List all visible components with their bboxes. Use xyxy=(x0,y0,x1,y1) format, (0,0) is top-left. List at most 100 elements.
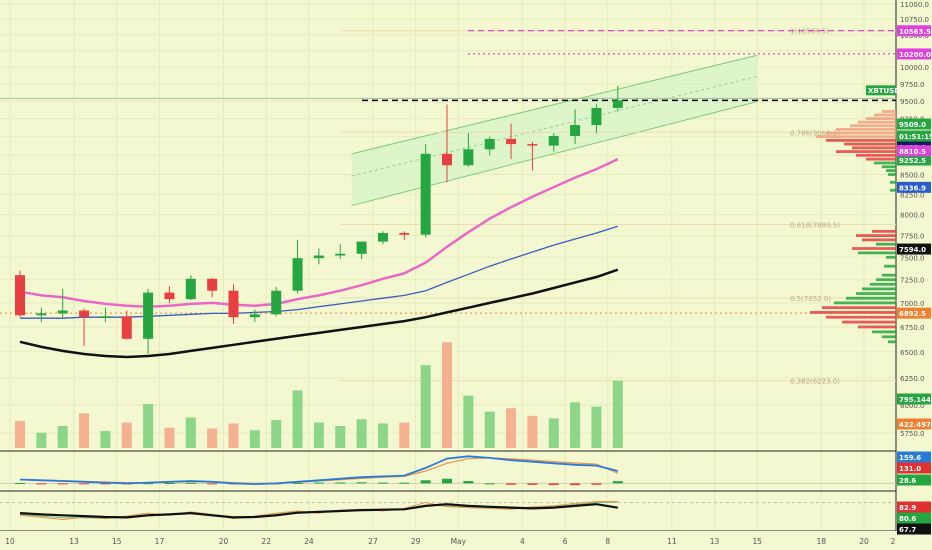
oscillator-2 xyxy=(0,500,896,521)
candle-body xyxy=(527,144,538,146)
symbol-badge-bg xyxy=(866,85,896,96)
price-badges: XBTUSD10563.510200.09509.001:51:159481.0… xyxy=(866,25,932,535)
price-tick: 5750.0 xyxy=(900,430,925,438)
profile-bar xyxy=(842,320,896,324)
candle-body xyxy=(79,310,90,318)
profile-bar xyxy=(856,153,896,157)
candle-body xyxy=(121,316,132,339)
price-tick: 11000.0 xyxy=(900,1,929,9)
candle-body xyxy=(420,153,431,235)
volume-bar xyxy=(463,395,474,448)
volume-bar xyxy=(506,408,517,448)
profile-bar xyxy=(852,247,896,250)
osc1-hist xyxy=(36,483,47,485)
osc1-hist xyxy=(570,483,581,486)
osc1-hist xyxy=(527,483,538,485)
osc1-hist xyxy=(207,483,218,485)
time-tick: 15 xyxy=(112,537,122,546)
price-badge: 9252.5 xyxy=(899,157,926,165)
price-badge: 01:51:15 xyxy=(899,133,932,141)
profile-bar xyxy=(856,234,896,237)
osc1-hist xyxy=(100,483,111,485)
volume-bar xyxy=(335,426,346,448)
osc2-badge-bg xyxy=(897,523,931,535)
osc1-badge: 159.6 xyxy=(899,454,921,462)
profile-bar xyxy=(858,120,896,124)
profile-bar xyxy=(890,188,896,192)
candle-body xyxy=(271,290,282,315)
profile-bar xyxy=(874,113,896,117)
profile-bar xyxy=(890,180,896,184)
candle-body xyxy=(377,233,388,242)
time-tick: 20 xyxy=(219,537,229,546)
price-tick: 6250.0 xyxy=(900,375,925,383)
volume-bar xyxy=(143,404,154,448)
volume-bar xyxy=(249,430,260,448)
candle-body xyxy=(548,135,559,146)
price-tick: 7750.0 xyxy=(900,233,925,241)
profile-bar xyxy=(826,315,896,319)
volume-bar xyxy=(548,418,559,448)
candle-body xyxy=(399,233,410,235)
candle-body xyxy=(100,316,111,318)
osc1-hist xyxy=(377,482,388,484)
osc2-badge: 80.6 xyxy=(899,515,916,523)
volume-bar xyxy=(356,419,367,448)
price-tick: 6750.0 xyxy=(900,324,925,332)
profile-bar xyxy=(872,229,896,233)
time-axis-bg xyxy=(0,531,932,550)
price-badge-bg xyxy=(897,181,931,193)
volume-badge: 795.144M xyxy=(899,396,932,404)
profile-bar xyxy=(888,340,896,344)
profile-bar xyxy=(866,157,896,161)
osc1-hist xyxy=(506,483,517,485)
volume-bar xyxy=(591,406,602,448)
price-badge-bg xyxy=(897,154,931,166)
osc1-hist xyxy=(164,482,175,484)
profile-bar xyxy=(856,292,896,295)
volume-badge: 422.497M xyxy=(899,421,932,429)
candle-body xyxy=(356,241,367,254)
price-badge: 8810.5 xyxy=(899,148,926,156)
osc1-hist xyxy=(185,482,196,484)
candles[interactable] xyxy=(15,85,623,354)
profile-bar xyxy=(888,173,896,176)
price-tick: 8250.0 xyxy=(900,191,925,199)
profile-bar xyxy=(850,124,896,128)
ma-line xyxy=(19,268,619,359)
osc2-badge-bg xyxy=(897,512,931,524)
profile-bar xyxy=(844,142,896,146)
fib-label: 0.5(7052.0) xyxy=(790,295,831,303)
time-tick: 4 xyxy=(520,537,525,546)
osc1-hist xyxy=(335,482,346,484)
profile-bar xyxy=(882,110,896,113)
candle-body xyxy=(442,153,452,166)
osc1-hist xyxy=(143,483,154,485)
fib-label: 0.786(9060.5) xyxy=(790,129,840,137)
oscillator-1 xyxy=(0,455,896,486)
osc1-hist xyxy=(399,482,410,484)
candle-body xyxy=(292,258,303,291)
candle-body xyxy=(143,292,154,339)
candle-body xyxy=(185,278,196,300)
volume-bar xyxy=(121,422,132,448)
time-tick: 24 xyxy=(304,537,314,546)
osc1-hist xyxy=(79,483,90,485)
osc1-hist xyxy=(356,482,367,484)
profile-bar xyxy=(876,242,896,246)
price-badge: 6892.5 xyxy=(899,310,926,318)
volume-bar xyxy=(100,431,111,448)
profile-bar xyxy=(872,330,896,334)
osc1-hist xyxy=(484,483,495,485)
channel-upper xyxy=(351,54,758,155)
candle-body xyxy=(57,310,68,314)
candle-body xyxy=(612,100,623,108)
profile-bar xyxy=(886,255,896,259)
profile-bar xyxy=(834,301,896,305)
price-tick: 7500.0 xyxy=(900,254,925,262)
osc1-hist xyxy=(292,482,303,484)
profile-bar xyxy=(876,278,896,282)
price-tick: 10750.0 xyxy=(900,16,929,24)
osc1-hist xyxy=(15,482,25,484)
